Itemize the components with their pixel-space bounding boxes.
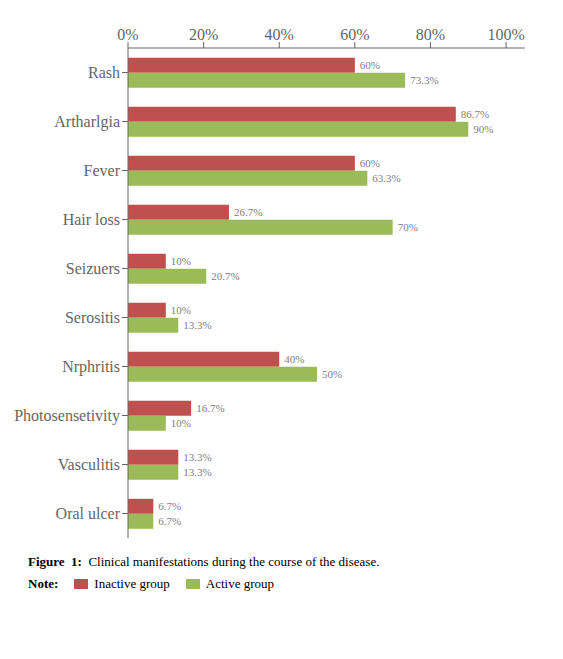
svg-text:10%: 10% <box>171 417 191 429</box>
svg-text:70%: 70% <box>398 221 418 233</box>
svg-text:16.7%: 16.7% <box>196 402 224 414</box>
svg-text:Photosensetivity: Photosensetivity <box>14 407 120 425</box>
html-text:Figure 1: Clinical manifestati: Figure 1: Clinical manifestations during… <box>28 554 380 569</box>
svg-text:26.7%: 26.7% <box>234 206 262 218</box>
svg-text:Nrphritis: Nrphritis <box>62 358 120 376</box>
svg-text:20.7%: 20.7% <box>211 270 239 282</box>
svg-text:90%: 90% <box>473 123 493 135</box>
svg-text:63.3%: 63.3% <box>372 172 400 184</box>
svg-text:Artharlgia: Artharlgia <box>54 113 120 131</box>
svg-text:10%: 10% <box>171 304 191 316</box>
svg-text:0%: 0% <box>117 26 138 43</box>
svg-text:Seizuers: Seizuers <box>66 260 120 277</box>
svg-text:Oral ulcer: Oral ulcer <box>56 505 121 522</box>
svg-text:6.7%: 6.7% <box>158 515 181 527</box>
html-text:Inactive group: Inactive group <box>94 576 170 591</box>
svg-text:Vasculitis: Vasculitis <box>58 456 120 473</box>
svg-text:Fever: Fever <box>84 162 121 179</box>
svg-text:6.7%: 6.7% <box>158 500 181 512</box>
svg-text:100%: 100% <box>487 26 524 43</box>
svg-text:13.3%: 13.3% <box>183 451 211 463</box>
svg-text:13.3%: 13.3% <box>183 319 211 331</box>
svg-text:86.7%: 86.7% <box>461 108 489 120</box>
svg-text:20%: 20% <box>189 26 218 43</box>
svg-text:10%: 10% <box>171 255 191 267</box>
svg-text:40%: 40% <box>265 26 294 43</box>
svg-text:73.3%: 73.3% <box>410 74 438 86</box>
html-text:Active group: Active group <box>205 576 274 591</box>
svg-text:60%: 60% <box>360 157 380 169</box>
svg-text:Hair loss: Hair loss <box>63 211 120 228</box>
svg-text:60%: 60% <box>340 26 369 43</box>
svg-text:40%: 40% <box>284 353 304 365</box>
svg-text:50%: 50% <box>322 368 342 380</box>
svg-text:60%: 60% <box>360 59 380 71</box>
svg-text:Rash: Rash <box>88 64 120 81</box>
svg-text:13.3%: 13.3% <box>183 466 211 478</box>
svg-text:80%: 80% <box>416 26 445 43</box>
svg-text:Serositis: Serositis <box>65 309 120 326</box>
html-text:Note:: Note: <box>28 576 59 591</box>
